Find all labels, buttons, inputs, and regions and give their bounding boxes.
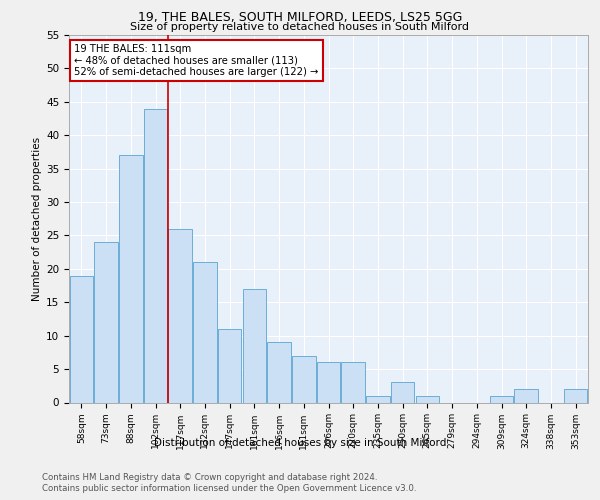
Text: 19 THE BALES: 111sqm
← 48% of detached houses are smaller (113)
52% of semi-deta: 19 THE BALES: 111sqm ← 48% of detached h…: [74, 44, 319, 78]
Text: Distribution of detached houses by size in South Milford: Distribution of detached houses by size …: [154, 438, 446, 448]
Bar: [218, 329, 241, 402]
Bar: [119, 156, 143, 402]
Text: Contains public sector information licensed under the Open Government Licence v3: Contains public sector information licen…: [42, 484, 416, 493]
Y-axis label: Number of detached properties: Number of detached properties: [32, 136, 42, 301]
Bar: [292, 356, 316, 403]
Text: 19, THE BALES, SOUTH MILFORD, LEEDS, LS25 5GG: 19, THE BALES, SOUTH MILFORD, LEEDS, LS2…: [138, 11, 462, 24]
Bar: [416, 396, 439, 402]
Bar: [490, 396, 513, 402]
Bar: [169, 229, 192, 402]
Bar: [94, 242, 118, 402]
Bar: [341, 362, 365, 403]
Bar: [564, 389, 587, 402]
Bar: [366, 396, 389, 402]
Bar: [193, 262, 217, 402]
Text: Contains HM Land Registry data © Crown copyright and database right 2024.: Contains HM Land Registry data © Crown c…: [42, 472, 377, 482]
Bar: [317, 362, 340, 403]
Bar: [242, 289, 266, 403]
Bar: [514, 389, 538, 402]
Bar: [268, 342, 291, 402]
Bar: [144, 108, 167, 403]
Text: Size of property relative to detached houses in South Milford: Size of property relative to detached ho…: [131, 22, 470, 32]
Bar: [70, 276, 93, 402]
Bar: [391, 382, 415, 402]
